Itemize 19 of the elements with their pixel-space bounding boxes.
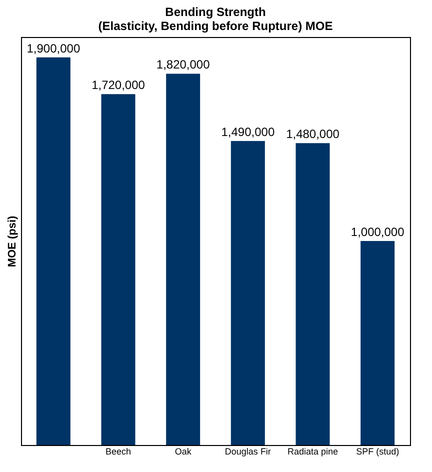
data-label: 1,720,000 — [92, 78, 146, 92]
bar — [36, 57, 70, 445]
data-label: 1,820,000 — [156, 58, 210, 72]
x-tick-label: SPF (stud) — [356, 446, 400, 456]
data-label: 1,480,000 — [286, 127, 340, 142]
y-axis-title: MOE (psi) — [6, 216, 18, 268]
x-tick-label: Douglas Fir — [224, 446, 271, 456]
x-tick-label: Oak — [174, 446, 192, 456]
x-tick-label: Beech — [105, 446, 132, 456]
data-label: 1,490,000 — [221, 125, 275, 140]
chart-title: Bending Strength (Elasticity, Bending before Rupture) MOE — [98, 5, 333, 33]
bar — [101, 94, 136, 445]
bar — [230, 141, 265, 445]
data-label: 1,000,000 — [350, 225, 405, 239]
x-tick-label: Radiata pine — [287, 446, 338, 456]
bar — [360, 241, 395, 445]
data-label: 1,900,000 — [26, 41, 80, 56]
bar — [296, 143, 330, 445]
bar — [166, 74, 200, 445]
